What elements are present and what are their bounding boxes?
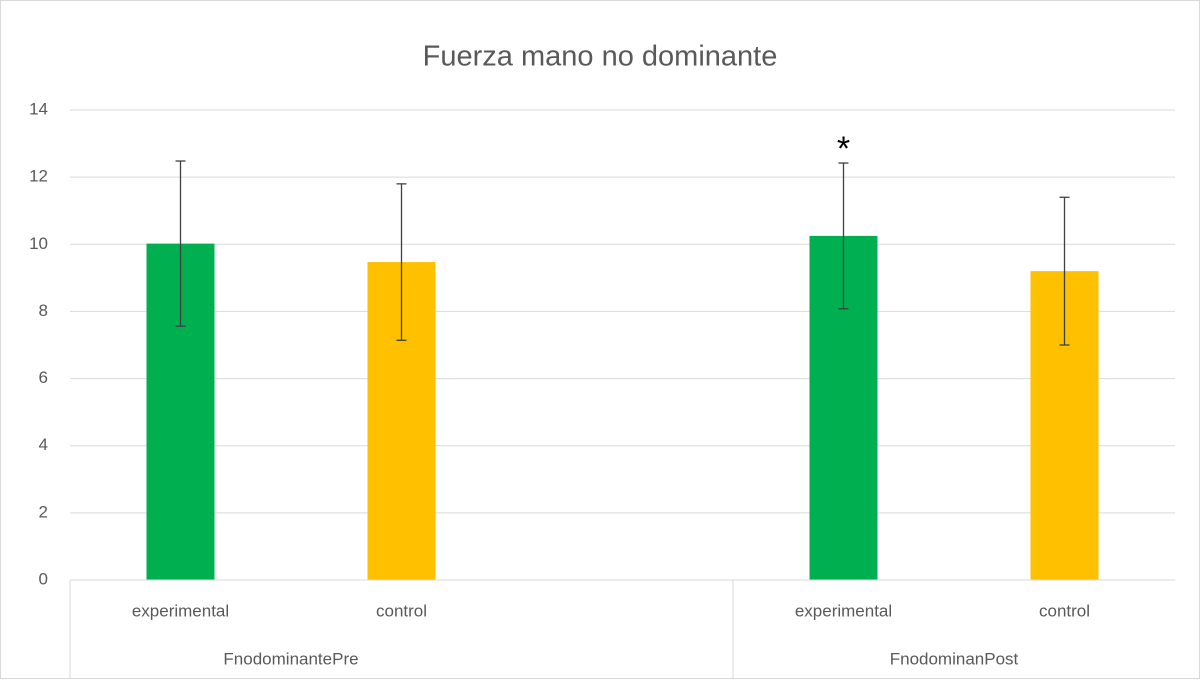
annotation: *: [837, 130, 850, 168]
y-tick-label: 12: [29, 167, 48, 186]
y-tick-label: 2: [39, 502, 48, 521]
x-tick-label: control: [1039, 601, 1090, 620]
x-tick-label: experimental: [795, 601, 892, 620]
y-tick-label: 4: [39, 435, 48, 454]
group-label: FnodominanPost: [890, 649, 1019, 668]
y-tick-label: 8: [39, 301, 48, 320]
group-label: FnodominantePre: [223, 649, 358, 668]
y-tick-label: 0: [39, 569, 48, 588]
y-tick-label: 6: [39, 368, 48, 387]
y-tick-label: 14: [29, 99, 48, 118]
x-tick-label: experimental: [132, 601, 229, 620]
x-tick-label: control: [376, 601, 427, 620]
chart-title: Fuerza mano no dominante: [423, 41, 778, 73]
y-tick-label: 10: [29, 234, 48, 253]
